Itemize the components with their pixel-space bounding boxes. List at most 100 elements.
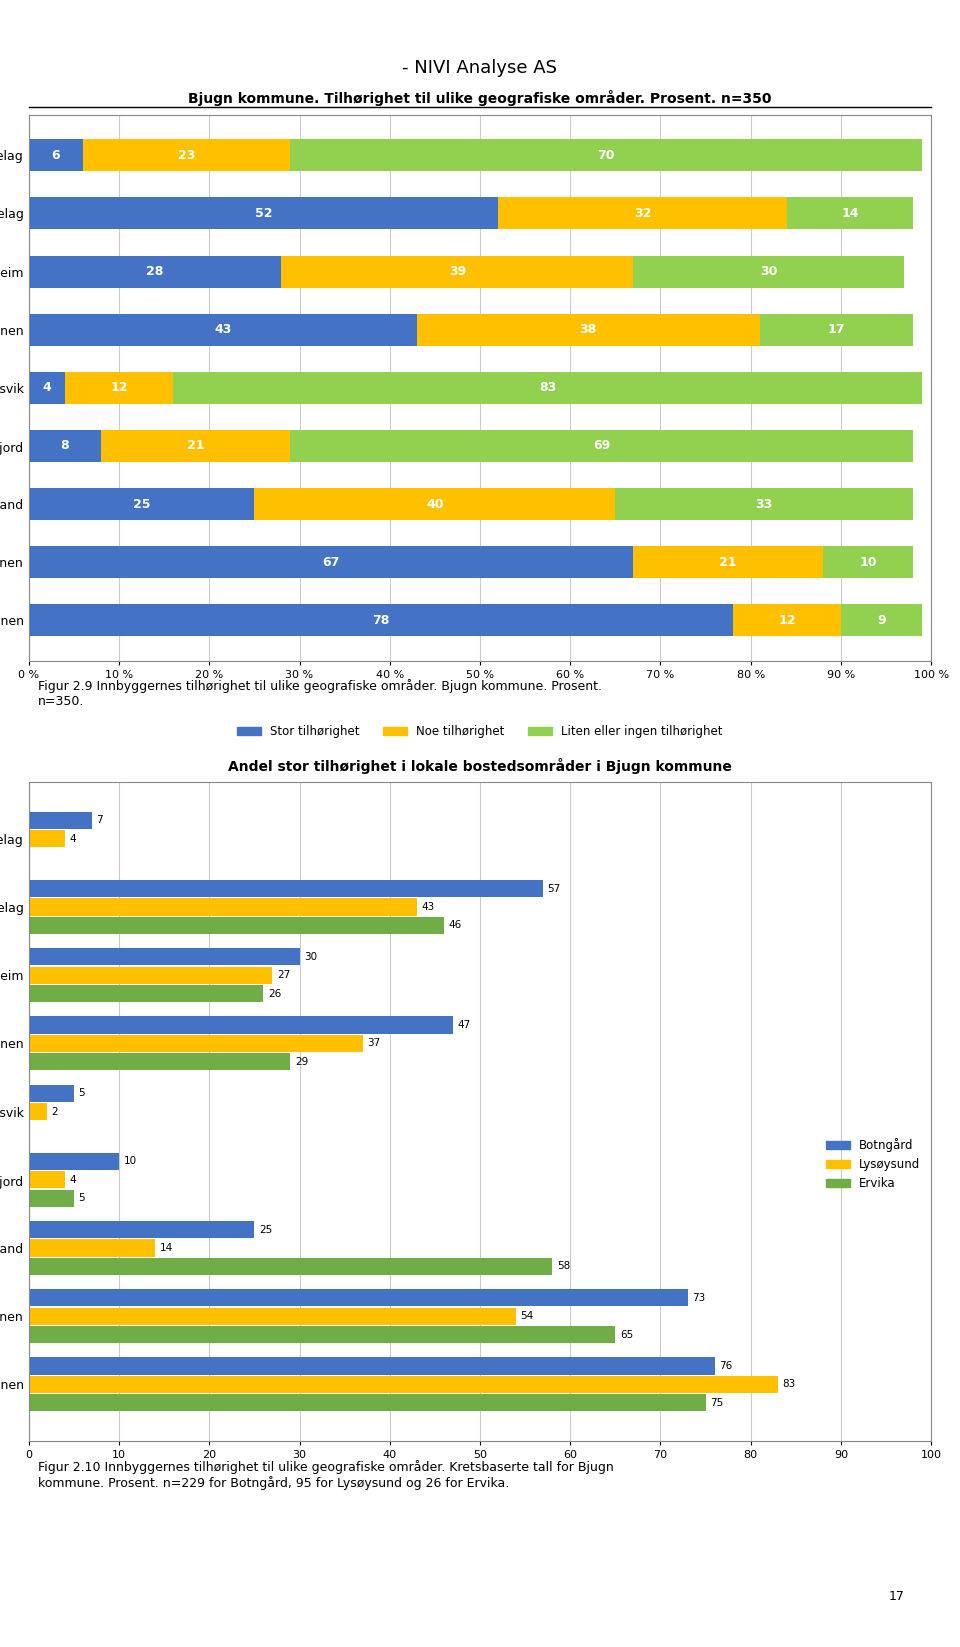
Text: - NIVI Analyse AS: - NIVI Analyse AS xyxy=(402,59,558,77)
Text: Figur 2.10 Innbyggernes tilhørighet til ulike geografiske områder. Kretsbaserte : Figur 2.10 Innbyggernes tilhørighet til … xyxy=(37,1459,613,1491)
Title: Bjugn kommune. Tilhørighet til ulike geografiske områder. Prosent. n=350: Bjugn kommune. Tilhørighet til ulike geo… xyxy=(188,91,772,107)
Bar xyxy=(841,604,923,636)
Bar xyxy=(291,430,913,461)
Text: 70: 70 xyxy=(597,148,615,161)
Bar xyxy=(29,879,543,898)
Text: 54: 54 xyxy=(520,1311,534,1321)
Title: Andel stor tilhørighet i lokale bostedsområder i Bjugn kommune: Andel stor tilhørighet i lokale bostedso… xyxy=(228,758,732,774)
Bar xyxy=(29,949,300,965)
Bar xyxy=(291,140,923,171)
Bar xyxy=(634,547,823,578)
Bar xyxy=(29,1171,65,1189)
Legend: Stor tilhørighet, Noe tilhørighet, Liten eller ingen tilhørighet: Stor tilhørighet, Noe tilhørighet, Liten… xyxy=(232,720,728,743)
Text: 14: 14 xyxy=(841,208,859,221)
Text: 4: 4 xyxy=(69,1174,76,1184)
Bar xyxy=(29,898,417,916)
Bar xyxy=(29,1326,615,1344)
Text: 43: 43 xyxy=(214,323,231,336)
Text: 47: 47 xyxy=(457,1019,470,1029)
Text: 6: 6 xyxy=(52,148,60,161)
Text: 9: 9 xyxy=(877,614,886,628)
Text: 37: 37 xyxy=(367,1038,380,1049)
Text: 67: 67 xyxy=(323,555,340,568)
Text: 4: 4 xyxy=(69,833,76,843)
Bar xyxy=(29,488,254,520)
Bar xyxy=(83,140,291,171)
Bar xyxy=(29,830,65,847)
Text: 21: 21 xyxy=(187,440,204,453)
Text: 8: 8 xyxy=(60,440,69,453)
Text: 57: 57 xyxy=(547,883,561,894)
Bar xyxy=(29,812,92,828)
Bar xyxy=(29,255,281,288)
Text: 26: 26 xyxy=(268,988,281,998)
Bar xyxy=(29,1220,254,1239)
Bar xyxy=(29,547,634,578)
Text: 4: 4 xyxy=(42,382,51,394)
Bar xyxy=(417,313,759,346)
Text: 46: 46 xyxy=(448,921,462,931)
Bar xyxy=(498,198,787,229)
Text: 25: 25 xyxy=(132,497,151,511)
Text: 25: 25 xyxy=(259,1225,273,1235)
Text: 28: 28 xyxy=(147,265,164,278)
Bar xyxy=(29,985,263,1001)
Text: 39: 39 xyxy=(449,265,466,278)
Text: 21: 21 xyxy=(719,555,737,568)
Bar xyxy=(29,1258,552,1275)
Text: 32: 32 xyxy=(634,208,651,221)
Bar xyxy=(29,1016,453,1034)
Text: 10: 10 xyxy=(859,555,876,568)
Text: 5: 5 xyxy=(79,1192,85,1204)
Bar xyxy=(29,1189,74,1207)
Bar xyxy=(29,604,732,636)
Text: 17: 17 xyxy=(828,323,845,336)
Bar xyxy=(29,313,417,346)
Text: 12: 12 xyxy=(110,382,128,394)
Text: 40: 40 xyxy=(426,497,444,511)
Text: 83: 83 xyxy=(540,382,556,394)
Text: 33: 33 xyxy=(756,497,773,511)
Legend: Botngård, Lysøysund, Ervika: Botngård, Lysøysund, Ervika xyxy=(822,1133,925,1196)
Text: 30: 30 xyxy=(304,952,317,962)
Text: 2: 2 xyxy=(52,1107,58,1117)
Bar xyxy=(29,372,65,404)
Bar xyxy=(29,1240,156,1257)
Text: 5: 5 xyxy=(79,1089,85,1099)
Bar xyxy=(29,140,83,171)
Text: 83: 83 xyxy=(782,1380,796,1390)
Bar xyxy=(29,1395,706,1411)
Text: 76: 76 xyxy=(719,1360,732,1370)
Bar xyxy=(29,1085,74,1102)
Bar xyxy=(823,547,913,578)
Bar xyxy=(254,488,615,520)
Bar xyxy=(29,1308,516,1324)
Text: 14: 14 xyxy=(159,1243,173,1253)
Text: 43: 43 xyxy=(421,903,435,912)
Bar xyxy=(29,1034,363,1052)
Text: 58: 58 xyxy=(557,1262,570,1271)
Bar xyxy=(759,313,913,346)
Text: 10: 10 xyxy=(124,1156,136,1166)
Bar xyxy=(29,430,101,461)
Text: 69: 69 xyxy=(593,440,611,453)
Bar xyxy=(173,372,923,404)
Bar xyxy=(29,1153,119,1169)
Bar xyxy=(29,967,273,983)
Bar xyxy=(65,372,173,404)
Text: 17: 17 xyxy=(888,1591,904,1603)
Bar xyxy=(787,198,913,229)
Text: 75: 75 xyxy=(710,1398,724,1408)
Text: 38: 38 xyxy=(580,323,597,336)
Bar xyxy=(281,255,634,288)
Bar xyxy=(29,198,498,229)
Bar xyxy=(29,1290,687,1306)
Bar xyxy=(634,255,904,288)
Bar xyxy=(29,917,444,934)
Bar xyxy=(29,1052,291,1071)
Text: 30: 30 xyxy=(760,265,778,278)
Text: 78: 78 xyxy=(372,614,390,628)
Text: 27: 27 xyxy=(276,970,290,980)
Text: 73: 73 xyxy=(692,1293,706,1303)
Text: 65: 65 xyxy=(620,1329,634,1339)
